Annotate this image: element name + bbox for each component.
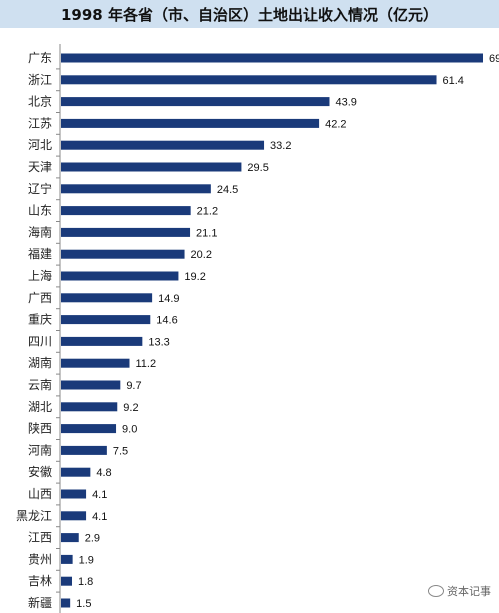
bar [61,336,143,346]
category-label: 河南 [28,442,52,457]
value-label: 29.5 [247,162,268,174]
bar [61,227,191,237]
category-label: 福建 [28,246,52,261]
value-label: 1.8 [78,576,93,588]
bar [61,271,179,281]
bar [61,598,71,608]
category-label: 广西 [28,291,52,305]
value-label: 42.2 [325,118,346,130]
value-label: 69.0 [489,53,499,65]
bar [61,53,483,63]
value-label: 1.5 [76,598,91,610]
category-label: 江西 [28,531,52,545]
value-label: 1.9 [79,554,94,566]
category-label: 贵州 [28,552,52,566]
value-label: 21.1 [196,227,217,239]
bar [61,402,118,412]
wechat-icon [428,585,444,597]
bar [61,249,185,259]
bar [61,467,91,477]
value-label: 9.0 [122,424,137,436]
value-label: 20.2 [191,249,212,261]
value-label: 24.5 [217,184,238,196]
watermark-text: 资本记事 [447,585,491,598]
category-label: 天津 [28,160,52,174]
value-label: 13.3 [148,336,169,348]
bar [61,358,130,368]
category-label: 海南 [28,224,52,239]
value-label: 11.2 [135,358,156,370]
category-label: 湖北 [28,399,52,414]
category-label: 上海 [28,268,52,283]
watermark: 资本记事 [428,583,491,599]
value-label: 43.9 [335,97,356,109]
bar [61,315,151,325]
chart-title-banner: 1998 年各省（市、自治区）土地出让收入情况（亿元） [0,0,499,28]
bar [61,424,117,434]
category-label: 安徽 [28,464,52,479]
bar [61,293,153,303]
value-label: 9.2 [123,402,138,414]
value-label: 14.9 [158,293,179,305]
category-label: 湖南 [28,355,52,370]
category-label: 广东 [28,51,52,65]
bar [61,380,121,390]
category-label: 四川 [28,334,52,348]
value-label: 14.6 [156,315,177,327]
category-label: 黑龙江 [16,509,52,523]
category-label: 河北 [28,138,52,152]
bar [61,576,73,586]
value-label: 19.2 [184,271,205,283]
value-label: 61.4 [443,75,464,87]
bar [61,97,330,107]
category-label: 山东 [28,204,52,218]
category-label: 陕西 [28,421,52,436]
category-label: 浙江 [28,73,52,87]
category-label: 云南 [28,377,52,392]
value-label: 33.2 [270,140,291,152]
bar [61,511,87,521]
bar [61,184,211,194]
value-label: 7.5 [113,445,128,457]
category-label: 新疆 [28,595,52,610]
chart-title: 1998 年各省（市、自治区）土地出让收入情况（亿元） [61,5,438,24]
value-label: 21.2 [197,206,218,218]
bar [61,140,265,150]
category-label: 重庆 [28,313,52,327]
category-label: 山西 [28,487,52,501]
value-label: 4.1 [92,489,107,501]
category-label: 北京 [28,95,52,109]
value-label: 4.8 [96,467,111,479]
bar [61,118,320,128]
bar [61,75,437,85]
category-label: 辽宁 [28,181,52,196]
bar [61,162,242,172]
bar [61,206,191,216]
bar [61,554,73,564]
category-label: 江苏 [28,116,52,130]
value-label: 4.1 [92,511,107,523]
value-label: 2.9 [85,533,100,545]
value-label: 9.7 [126,380,141,392]
bar [61,533,79,543]
bar [61,489,87,499]
category-label: 吉林 [28,574,52,588]
bar [61,445,107,455]
